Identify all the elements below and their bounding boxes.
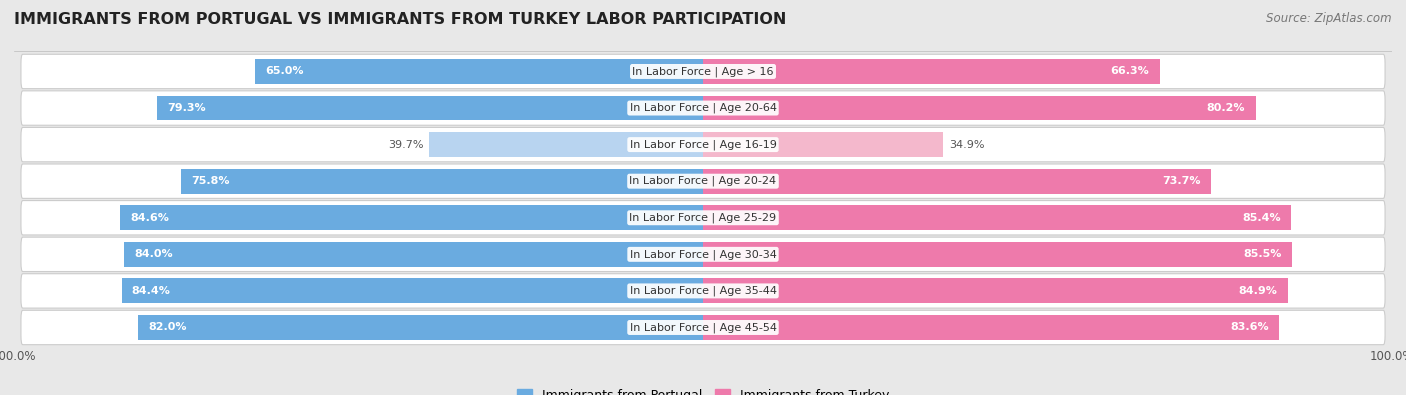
FancyBboxPatch shape: [21, 201, 1385, 235]
Bar: [181, 169, 703, 194]
Text: In Labor Force | Age 20-24: In Labor Force | Age 20-24: [630, 176, 776, 186]
Bar: [703, 59, 1160, 84]
Text: 34.9%: 34.9%: [949, 139, 984, 150]
Text: 73.7%: 73.7%: [1161, 176, 1201, 186]
Text: 75.8%: 75.8%: [191, 176, 229, 186]
Text: 80.2%: 80.2%: [1206, 103, 1246, 113]
Text: In Labor Force | Age 30-34: In Labor Force | Age 30-34: [630, 249, 776, 260]
Bar: [138, 315, 703, 340]
Bar: [120, 205, 703, 230]
Bar: [256, 59, 703, 84]
FancyBboxPatch shape: [21, 274, 1385, 308]
Bar: [121, 278, 703, 303]
Bar: [124, 242, 703, 267]
Text: 83.6%: 83.6%: [1230, 322, 1268, 333]
FancyBboxPatch shape: [21, 91, 1385, 125]
FancyBboxPatch shape: [21, 128, 1385, 162]
Text: Source: ZipAtlas.com: Source: ZipAtlas.com: [1267, 12, 1392, 25]
Text: 84.6%: 84.6%: [131, 213, 169, 223]
Text: 84.0%: 84.0%: [135, 249, 173, 260]
Bar: [703, 169, 1211, 194]
Bar: [156, 96, 703, 120]
Text: In Labor Force | Age 20-64: In Labor Force | Age 20-64: [630, 103, 776, 113]
Text: 84.4%: 84.4%: [132, 286, 170, 296]
FancyBboxPatch shape: [21, 237, 1385, 271]
Text: In Labor Force | Age > 16: In Labor Force | Age > 16: [633, 66, 773, 77]
Text: In Labor Force | Age 25-29: In Labor Force | Age 25-29: [630, 213, 776, 223]
Text: In Labor Force | Age 35-44: In Labor Force | Age 35-44: [630, 286, 776, 296]
Text: 85.4%: 85.4%: [1243, 213, 1281, 223]
Bar: [703, 132, 943, 157]
Text: 39.7%: 39.7%: [388, 139, 425, 150]
Bar: [703, 315, 1279, 340]
FancyBboxPatch shape: [21, 310, 1385, 345]
Text: 66.3%: 66.3%: [1111, 66, 1150, 77]
Bar: [703, 96, 1256, 120]
Text: 84.9%: 84.9%: [1239, 286, 1278, 296]
FancyBboxPatch shape: [21, 164, 1385, 198]
Legend: Immigrants from Portugal, Immigrants from Turkey: Immigrants from Portugal, Immigrants fro…: [512, 384, 894, 395]
Text: In Labor Force | Age 45-54: In Labor Force | Age 45-54: [630, 322, 776, 333]
FancyBboxPatch shape: [21, 54, 1385, 88]
Text: 82.0%: 82.0%: [149, 322, 187, 333]
Bar: [703, 242, 1292, 267]
Text: IMMIGRANTS FROM PORTUGAL VS IMMIGRANTS FROM TURKEY LABOR PARTICIPATION: IMMIGRANTS FROM PORTUGAL VS IMMIGRANTS F…: [14, 12, 786, 27]
Text: 65.0%: 65.0%: [266, 66, 304, 77]
Text: 79.3%: 79.3%: [167, 103, 205, 113]
Bar: [429, 132, 703, 157]
Text: 85.5%: 85.5%: [1243, 249, 1282, 260]
Text: In Labor Force | Age 16-19: In Labor Force | Age 16-19: [630, 139, 776, 150]
Bar: [703, 278, 1288, 303]
Bar: [703, 205, 1291, 230]
